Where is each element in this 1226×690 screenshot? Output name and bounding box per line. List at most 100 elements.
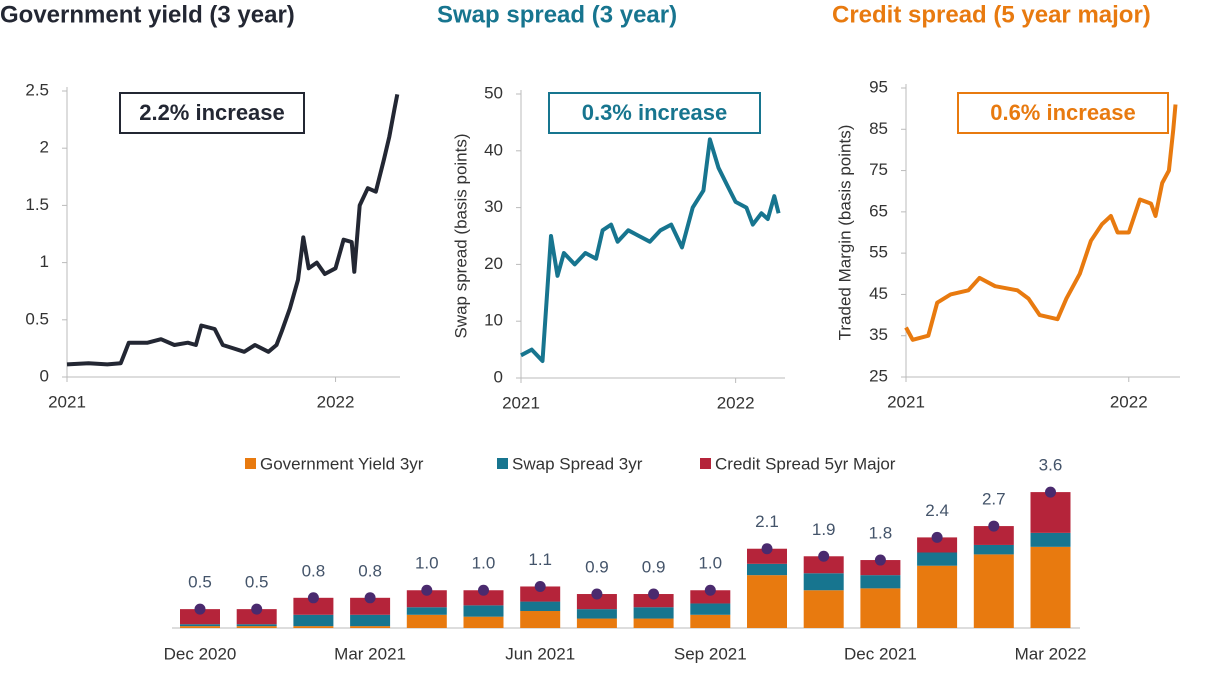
total-dot — [364, 592, 376, 604]
bar-segment — [633, 618, 674, 628]
total-label: 2.7 — [982, 490, 1006, 509]
total-label: 0.5 — [188, 573, 212, 592]
bar-segment — [747, 575, 787, 628]
bar-segment — [690, 614, 731, 628]
total-dot — [761, 543, 773, 555]
y-tick-label: 55 — [869, 243, 888, 262]
bar-segment — [917, 537, 958, 553]
total-label: 0.9 — [585, 558, 609, 577]
total-dot — [704, 584, 716, 596]
bar-segment — [350, 626, 391, 628]
bar-segment — [860, 575, 901, 589]
bar-segment — [293, 626, 334, 628]
bar-segment — [576, 618, 617, 628]
bar-segment — [803, 556, 844, 574]
chart-title: Swap spread (3 year) — [437, 1, 677, 28]
bar-segment — [1030, 546, 1071, 628]
bar-segment — [973, 554, 1014, 628]
x-tick-label: 2022 — [317, 392, 355, 411]
y-tick-label: 65 — [869, 201, 888, 220]
bar-segment — [350, 614, 391, 627]
legend-swatch — [245, 458, 256, 469]
x-tick-label: Mar 2021 — [334, 644, 406, 663]
bar-segment — [973, 544, 1014, 555]
bar-segment — [293, 597, 334, 615]
x-tick-label: 2022 — [1110, 392, 1148, 411]
total-label: 2.4 — [925, 501, 949, 520]
bar-segment — [973, 526, 1014, 545]
y-tick-label: 25 — [869, 366, 888, 385]
bar-segment — [690, 603, 731, 615]
y-tick-label: 0.5 — [25, 309, 49, 328]
total-dot — [818, 550, 830, 562]
legend-label: Credit Spread 5yr Major — [715, 454, 896, 473]
total-dot — [478, 584, 489, 596]
y-tick-label: 35 — [869, 325, 888, 344]
bar-segment — [180, 624, 220, 627]
total-label: 3.6 — [1039, 456, 1063, 475]
total-dot — [307, 592, 319, 604]
total-label: 2.1 — [755, 512, 779, 531]
total-label: 1.8 — [869, 524, 893, 543]
bar-segment — [520, 601, 561, 612]
total-dot — [194, 603, 206, 615]
line — [520, 137, 781, 363]
x-tick-label: 2021 — [48, 392, 86, 411]
bar-segment — [293, 614, 334, 627]
bar-segment — [236, 624, 277, 627]
bar-segment — [747, 548, 787, 564]
x-tick-label: 2021 — [502, 393, 540, 412]
bar-segment — [406, 590, 447, 608]
y-tick-label: 10 — [484, 311, 503, 330]
total-label: 1.0 — [415, 554, 439, 573]
x-tick-label: Dec 2020 — [164, 644, 237, 663]
annotation-box — [957, 92, 1169, 134]
bar-segment — [1030, 492, 1071, 533]
bar-segment — [1030, 532, 1071, 547]
total-label: 1.1 — [528, 550, 552, 569]
y-tick-label: 0 — [40, 366, 49, 385]
bar-segment — [463, 605, 504, 617]
bar-segment — [520, 611, 561, 628]
total-label: 0.8 — [358, 561, 382, 580]
y-tick-label: 40 — [484, 140, 503, 159]
bar-segment — [576, 594, 617, 610]
bar-segment — [180, 609, 220, 625]
y-tick-label: 75 — [869, 160, 888, 179]
annotation: 0.6% increase — [990, 100, 1136, 125]
x-tick-label: 2022 — [717, 393, 755, 412]
y-tick-label: 1 — [40, 252, 49, 271]
y-tick-label: 2.5 — [25, 80, 49, 99]
annotation-box — [119, 92, 305, 134]
x-tick-label: 2021 — [887, 392, 925, 411]
total-dot — [534, 580, 546, 592]
line — [66, 94, 400, 367]
line — [904, 104, 1178, 342]
bar-segment — [917, 552, 958, 566]
total-dot — [591, 588, 603, 600]
bar-segment — [463, 616, 504, 628]
bar-segment — [747, 563, 787, 576]
bar-segment — [633, 607, 674, 619]
bar-segment — [236, 609, 277, 625]
y-tick-label: 45 — [869, 284, 888, 303]
y-tick-label: 1.5 — [25, 195, 49, 214]
annotation-box — [548, 92, 761, 134]
total-label: 0.5 — [245, 573, 269, 592]
bar-segment — [690, 590, 731, 604]
bar-segment — [860, 588, 901, 628]
total-dot — [1045, 486, 1056, 498]
total-dot — [648, 588, 660, 600]
bar-segment — [236, 626, 277, 628]
bar-segment — [180, 626, 220, 628]
bar-segment — [406, 607, 447, 615]
total-dot — [421, 584, 433, 596]
total-label: 1.0 — [698, 554, 722, 573]
y-tick-label: 30 — [484, 197, 503, 216]
total-dot — [874, 554, 886, 566]
x-tick-label: Dec 2021 — [844, 644, 917, 663]
total-label: 0.8 — [302, 561, 326, 580]
y-axis-label: Traded Margin (basis points) — [835, 125, 854, 341]
total-dot — [931, 531, 943, 543]
